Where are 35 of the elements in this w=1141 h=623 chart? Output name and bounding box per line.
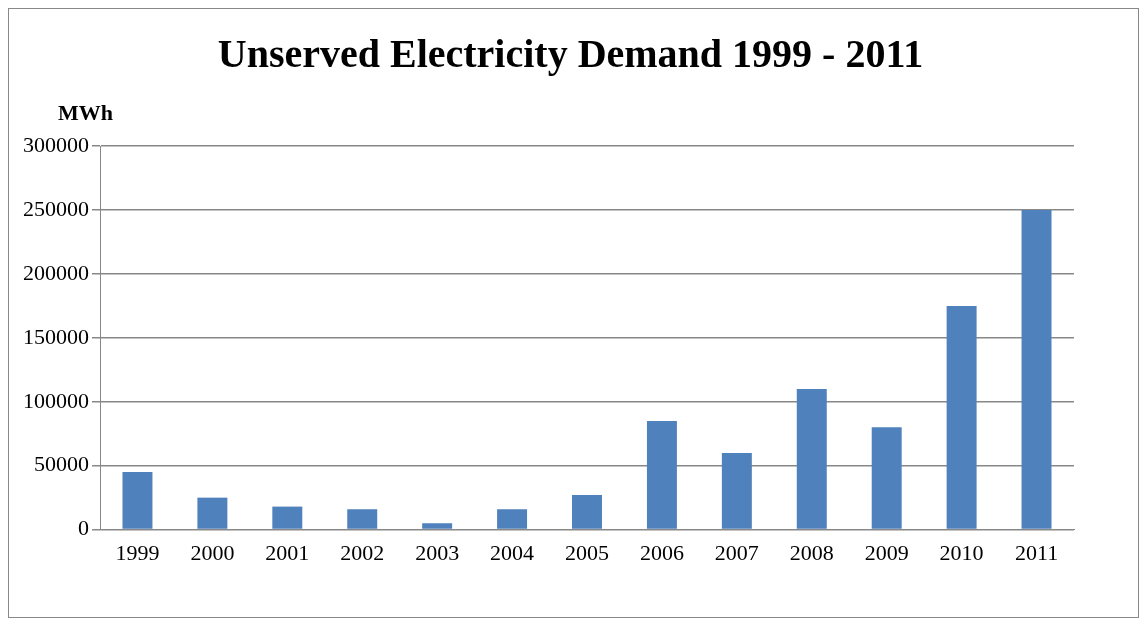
bar: [721, 452, 752, 529]
bar: [1021, 210, 1052, 529]
bar: [272, 506, 303, 529]
x-tick-label: 2011: [1014, 539, 1059, 565]
y-tick-label: 300000: [23, 131, 89, 157]
bar: [946, 305, 977, 529]
y-tick-label: 100000: [23, 387, 89, 413]
y-tick-label: 250000: [23, 195, 89, 221]
bar: [347, 509, 378, 529]
x-tick-label: 2009: [864, 539, 909, 565]
x-tick-label: 2005: [565, 539, 609, 565]
x-tick-label: 2002: [340, 539, 385, 565]
y-tick-label: 50000: [34, 451, 89, 477]
x-tick-label: 2004: [490, 539, 535, 565]
bar: [497, 509, 528, 529]
bar: [422, 523, 453, 529]
x-tick-label: 1999: [115, 539, 160, 565]
x-tick-label: 2008: [789, 539, 834, 565]
y-axis-title: MWh: [58, 100, 113, 126]
x-tick-label: 2003: [415, 539, 460, 565]
x-tick-label: 2007: [714, 539, 759, 565]
bar: [197, 497, 228, 529]
y-tick-label: 200000: [23, 259, 89, 285]
x-tick-label: 2001: [265, 539, 310, 565]
bar: [796, 389, 827, 529]
x-tick-label: 2010: [939, 539, 984, 565]
y-tick-label: 150000: [23, 323, 89, 349]
x-tick-label: 2000: [190, 539, 235, 565]
y-tick-label: 0: [78, 515, 89, 541]
bar: [646, 420, 677, 529]
chart-title: Unserved Electricity Demand 1999 - 2011: [216, 30, 925, 77]
bar: [122, 472, 153, 529]
x-tick-label: 2006: [639, 539, 684, 565]
bar: [871, 427, 902, 529]
bar: [572, 495, 602, 529]
